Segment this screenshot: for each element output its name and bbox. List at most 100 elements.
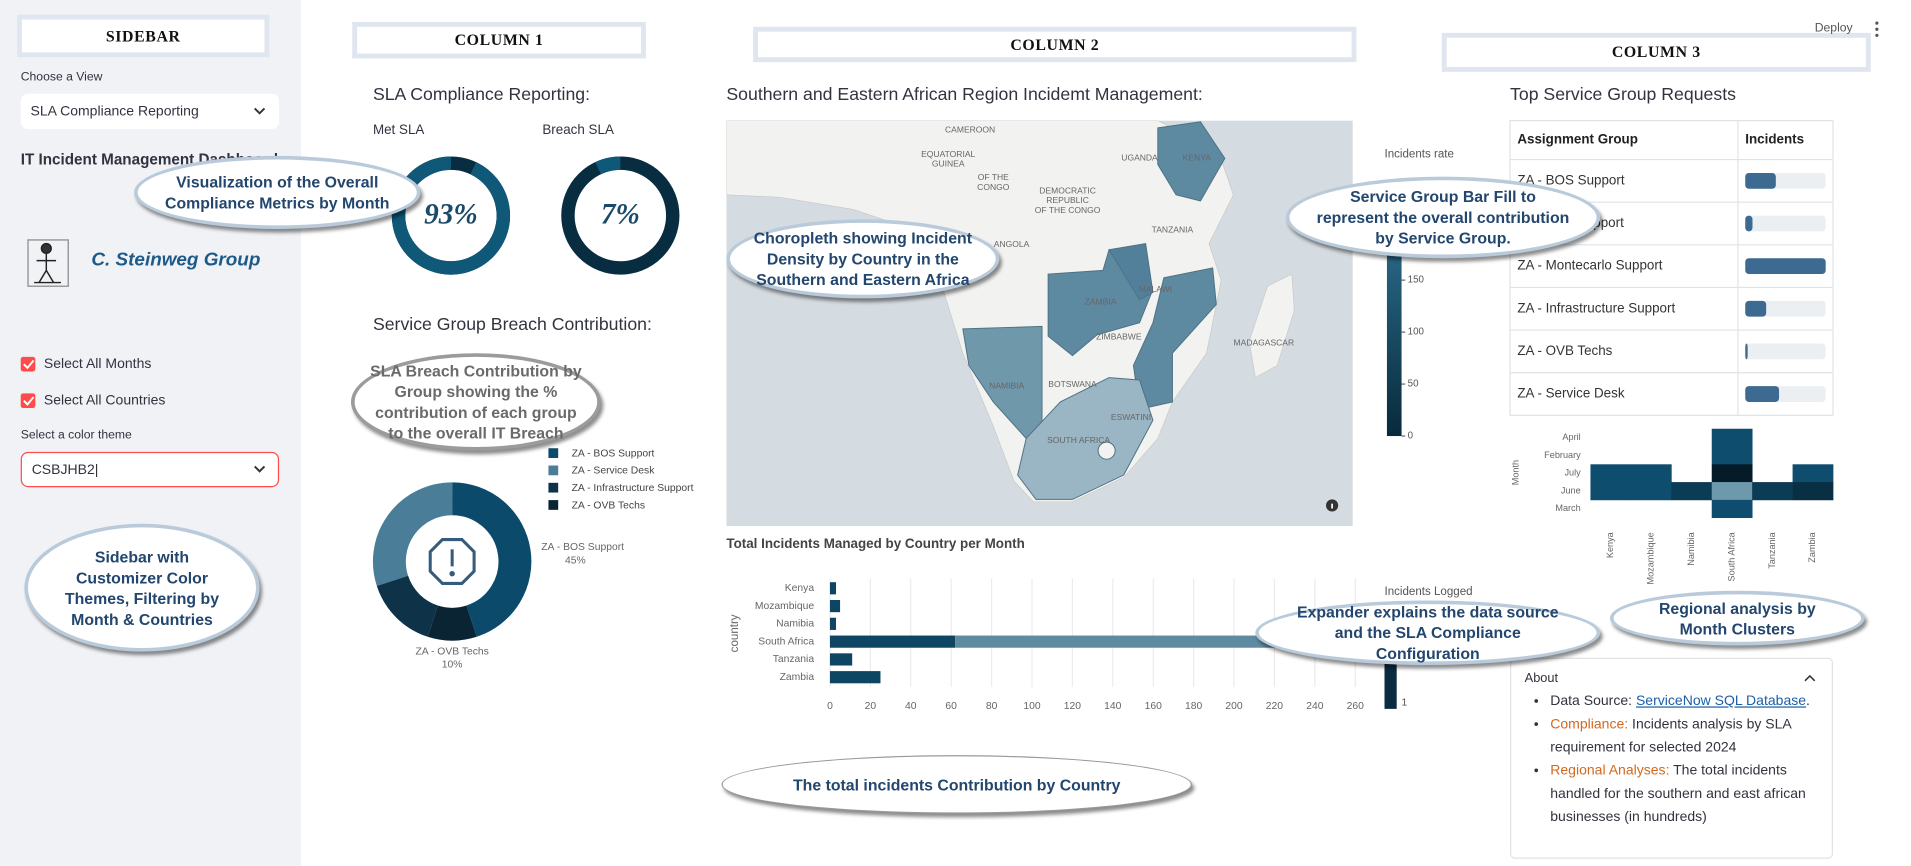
y-tick-label: Tanzania <box>773 654 815 665</box>
table-cell: ZA - Service Desk <box>1517 386 1624 401</box>
country-label: ANGOLA <box>994 239 1030 249</box>
callout: Sidebar with Customizer Color Themes, Fi… <box>24 523 260 652</box>
country-label: NAMIBIA <box>989 380 1024 390</box>
country-label: TANZANIA <box>1152 224 1194 234</box>
country-label: ZIMBABWE <box>1096 332 1142 342</box>
x-tick-label: 140 <box>1104 701 1122 712</box>
about-item: Regional Analyses: The total incidents h… <box>1550 760 1816 829</box>
legend-swatch <box>548 500 559 510</box>
x-tick-label: Mozambique <box>1646 532 1656 584</box>
gauge-label: Breach SLA <box>542 123 614 138</box>
x-tick-label: 180 <box>1185 701 1203 712</box>
x-tick-label: Tanzania <box>1767 531 1777 568</box>
x-tick-label: 40 <box>905 701 917 712</box>
deploy-button[interactable]: Deploy <box>1814 21 1853 36</box>
bar <box>829 617 837 630</box>
bar <box>829 599 841 613</box>
country-label: SOUTH AFRICA <box>1047 435 1110 445</box>
donut-icon <box>428 538 476 585</box>
callout: Service Group Bar Fill to represent the … <box>1285 176 1601 259</box>
y-tick-label: Zambia <box>780 672 815 683</box>
colorbar-tick-label: 100 <box>1408 327 1425 338</box>
bar-fill <box>1745 300 1767 317</box>
country-shape <box>1132 267 1217 410</box>
gauge-arc <box>595 156 621 175</box>
country-label: OF THE <box>978 172 1009 182</box>
x-tick-label: Kenya <box>1605 531 1615 558</box>
heatmap-cell <box>1590 482 1632 501</box>
chevron <box>254 465 266 473</box>
heatmap-cell <box>1630 482 1672 501</box>
y-tick-label: Kenya <box>785 583 815 594</box>
bar-fill <box>1745 343 1748 360</box>
checkbox[interactable] <box>20 356 36 372</box>
country-label: CONGO <box>977 182 1010 192</box>
chart-title: Total Incidents Managed by Country per M… <box>726 537 1025 552</box>
legend-swatch <box>548 465 559 476</box>
bar-track <box>1745 215 1826 232</box>
bar <box>829 671 881 684</box>
check <box>23 359 35 370</box>
colorbar-tick-label: 1 <box>1402 698 1408 709</box>
country-label: UGANDA <box>1121 153 1158 163</box>
checkbox-label[interactable]: Select All Months <box>43 356 152 372</box>
x-tick-label: 60 <box>945 701 957 712</box>
checkbox[interactable] <box>20 393 36 409</box>
callout: SLA Breach Contribution by Group showing… <box>351 353 601 451</box>
x-tick-label: Zambia <box>1807 531 1817 562</box>
x-tick-label: 20 <box>865 701 877 712</box>
bar <box>829 582 837 595</box>
about-list: Data Source: ServiceNow SQL Database. Co… <box>1511 691 1816 830</box>
about-label: Data Source: <box>1550 694 1633 709</box>
x-tick-label: 80 <box>986 701 998 712</box>
country-label: EQUATORIAL <box>921 149 975 159</box>
bar-fill <box>1745 258 1826 275</box>
choropleth <box>962 121 1226 500</box>
y-tick-label: July <box>1564 468 1581 478</box>
x-tick-label: 160 <box>1145 701 1163 712</box>
section-title: Top Service Group Requests <box>1510 85 1736 105</box>
menu-dot[interactable] <box>1875 33 1879 37</box>
donut-slice <box>427 605 477 641</box>
colorbar-tick-label: 0 <box>1408 431 1414 442</box>
callout: Regional analysis by Month Clusters <box>1609 590 1865 646</box>
theme-select[interactable]: CSBJHB2 | <box>20 451 280 488</box>
slice-value: 10% <box>442 660 463 671</box>
bar-fill <box>1745 172 1776 189</box>
chevron[interactable] <box>1804 674 1816 682</box>
menu-dot[interactable] <box>1875 21 1879 25</box>
gauge-label: Met SLA <box>372 123 425 138</box>
callout: The total incidents Contribution by Coun… <box>721 755 1192 814</box>
chevron <box>254 107 266 115</box>
y-axis-title: country <box>729 614 741 652</box>
x-tick-label: 0 <box>827 701 833 712</box>
heatmap-cell <box>1590 464 1632 483</box>
donut-slice <box>376 575 439 637</box>
heatmap-cell <box>1792 464 1834 483</box>
colorbar-title: Incidents Logged <box>1385 586 1473 598</box>
heatmap-cell <box>1792 482 1834 501</box>
heatmap-cell <box>1711 464 1753 483</box>
expander[interactable]: About Data Source: ServiceNow SQL Databa… <box>1510 657 1833 859</box>
view-select[interactable]: SLA Compliance Reporting <box>20 93 280 130</box>
y-tick-label: Mozambique <box>755 601 814 612</box>
country-shape <box>1108 243 1154 301</box>
checkbox-label[interactable]: Select All Countries <box>43 393 166 409</box>
table-cell: ZA - OVB Techs <box>1517 343 1612 358</box>
heatmap-cell <box>1711 428 1753 447</box>
column-header: COLUMN 1 <box>352 21 646 59</box>
about-text: . <box>1806 694 1810 709</box>
about-item: Compliance: Incidents analysis by SLA re… <box>1550 714 1816 760</box>
about-link[interactable]: ServiceNow SQL Database <box>1635 694 1807 709</box>
country-label: CAMEROON <box>945 125 995 135</box>
donut-slice <box>451 482 532 637</box>
heatmap-cell <box>1752 482 1793 501</box>
map: CAMEROON EQUATORIAL GUINEA OF THE CONGO … <box>726 120 1353 527</box>
menu-dot[interactable] <box>1875 27 1879 31</box>
about-label: Regional Analyses: <box>1550 763 1670 779</box>
x-tick-label: 240 <box>1306 701 1324 712</box>
callout: Visualization of the Overall Compliance … <box>134 155 421 229</box>
x-tick-label: Namibia <box>1686 531 1696 565</box>
table-frame <box>1509 119 1834 416</box>
